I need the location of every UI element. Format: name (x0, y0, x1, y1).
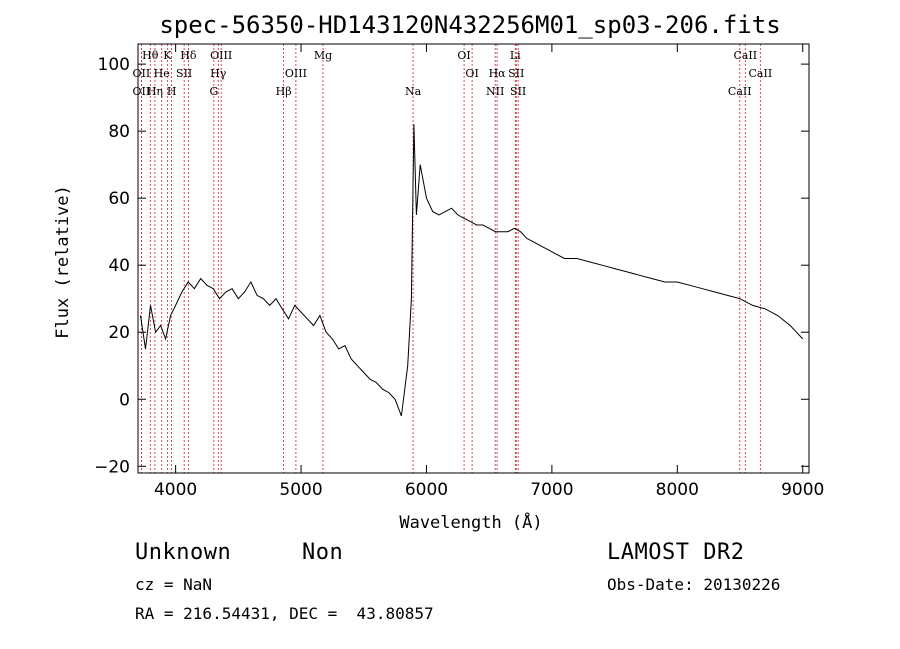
x-tick-label: 4000 (154, 480, 197, 500)
y-tick-label: 80 (108, 122, 130, 142)
coordinates: RA = 216.54431, DEC = 43.80857 (135, 604, 434, 623)
line-marker-label: CaII (749, 67, 773, 80)
line-marker-label: OIII (210, 49, 232, 62)
line-marker-label: Na (405, 85, 422, 98)
line-marker-label: Li (510, 49, 521, 62)
line-marker-label: OIII (285, 67, 307, 80)
line-marker-label: H (167, 85, 177, 98)
line-marker-label: SII (510, 85, 526, 98)
line-marker-label: CaII (728, 85, 752, 98)
line-marker-label: K (163, 49, 172, 62)
line-marker-label: SII (176, 67, 192, 80)
emission-line-markers (140, 44, 761, 473)
line-marker-label: OII (133, 85, 151, 98)
y-axis-label: Flux (relative) (53, 185, 73, 339)
line-marker-label: Hγ (210, 67, 227, 80)
x-tick-label: 5000 (279, 480, 322, 500)
object-type: Unknown (135, 540, 232, 565)
line-marker-label: He (154, 67, 170, 80)
line-marker-label: NII (486, 85, 504, 98)
line-marker-label: Hβ (276, 85, 292, 98)
redshift-cz: cz = NaN (135, 575, 213, 594)
line-marker-label: CaII (733, 49, 757, 62)
observation-date: Obs-Date: 20130226 (607, 575, 781, 594)
object-subclass: Non (302, 540, 344, 565)
line-marker-label: Hθ (142, 49, 159, 62)
spectrum-line (140, 124, 804, 417)
spectrum-trace (140, 124, 804, 417)
line-marker-label: OI (465, 67, 478, 80)
y-tick-label: −20 (94, 457, 130, 477)
survey-name: LAMOST DR2 (607, 540, 745, 565)
line-marker-label: Hη (147, 85, 163, 98)
x-tick-label: 9000 (781, 480, 824, 500)
y-tick-label: 40 (108, 256, 130, 276)
line-marker-label: Mg (314, 49, 332, 62)
line-marker-label: Hδ (180, 49, 197, 62)
x-tick-label: 6000 (405, 480, 448, 500)
line-marker-label: G (209, 85, 218, 98)
y-tick-label: 0 (119, 390, 130, 410)
y-axis-ticks: −20 0 20 40 60 80 100 (94, 55, 809, 477)
x-tick-label: 7000 (530, 480, 573, 500)
line-marker-label: SII (508, 67, 524, 80)
chart-title: spec-56350-HD143120N432256M01_sp03-206.f… (159, 11, 780, 39)
plot-frame (137, 43, 810, 474)
x-axis-ticks: 4000 5000 6000 7000 8000 9000 (154, 44, 824, 500)
line-marker-label: OII (133, 67, 151, 80)
y-tick-label: 100 (98, 55, 130, 75)
line-marker-label: OI (457, 49, 470, 62)
line-marker-label: Hα (489, 67, 507, 80)
y-tick-label: 20 (108, 323, 130, 343)
x-axis-label: Wavelength (Å) (399, 511, 542, 533)
y-tick-label: 60 (108, 189, 130, 209)
x-tick-label: 8000 (656, 480, 699, 500)
